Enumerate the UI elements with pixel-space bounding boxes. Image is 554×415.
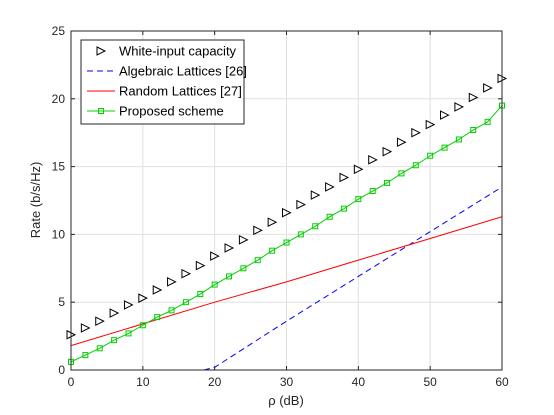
data-point-marker xyxy=(326,213,333,220)
x-tick-label: 20 xyxy=(208,375,222,389)
data-point-marker xyxy=(325,182,335,192)
data-point-marker xyxy=(455,136,462,143)
x-tick-label: 50 xyxy=(423,375,437,389)
series-3 xyxy=(70,216,503,347)
data-point-marker xyxy=(80,323,91,333)
data-point-marker xyxy=(468,92,479,103)
data-point-marker xyxy=(168,307,175,314)
legend-label: Proposed scheme xyxy=(119,104,224,119)
data-point-marker xyxy=(139,322,146,329)
data-point-marker xyxy=(339,172,350,183)
legend-marker xyxy=(98,108,104,114)
y-tick-label: 25 xyxy=(52,24,66,38)
data-point-marker xyxy=(111,337,118,344)
legend-label: Algebraic Lattices [26] xyxy=(119,64,247,79)
data-point-marker xyxy=(269,247,276,254)
data-point-marker xyxy=(211,281,218,288)
data-point-marker xyxy=(267,217,278,228)
x-tick-label: 40 xyxy=(352,375,366,389)
x-axis-label: ρ (dB) xyxy=(268,393,304,408)
data-point-marker xyxy=(195,260,206,271)
series-4 xyxy=(68,102,505,365)
ticks: 0 10 20 30 40 50 60 0 5 10 15 20 25 xyxy=(52,24,509,389)
data-point-marker xyxy=(240,265,247,272)
y-tick-label: 20 xyxy=(52,92,66,106)
data-point-marker xyxy=(483,83,493,93)
data-point-marker xyxy=(312,223,319,230)
data-point-marker xyxy=(368,155,378,165)
data-point-marker xyxy=(427,152,434,159)
data-point-marker xyxy=(96,345,103,352)
y-tick-label: 15 xyxy=(52,160,66,174)
data-point-marker xyxy=(123,300,134,310)
data-point-marker xyxy=(340,205,347,212)
data-point-marker xyxy=(384,179,391,186)
legend: White-input capacity Algebraic Lattices [… xyxy=(80,39,247,125)
data-point-marker xyxy=(253,225,263,236)
data-point-marker xyxy=(283,239,290,246)
data-point-marker xyxy=(440,110,450,120)
data-point-marker xyxy=(369,188,376,195)
data-point-marker xyxy=(254,257,261,264)
data-point-marker xyxy=(210,251,220,261)
legend-item: Random Lattices [27] xyxy=(87,84,242,99)
data-point-marker xyxy=(470,126,477,133)
data-point-marker xyxy=(355,196,362,203)
y-axis-label: Rate (b/s/Hz) xyxy=(28,162,43,239)
data-point-marker xyxy=(224,243,235,253)
data-point-marker xyxy=(484,118,491,125)
data-point-marker xyxy=(138,293,148,303)
data-point-marker xyxy=(181,268,192,279)
data-point-marker xyxy=(152,285,163,295)
series-layer xyxy=(66,73,508,371)
data-point-marker xyxy=(182,299,189,306)
data-point-marker xyxy=(382,146,393,157)
data-point-marker xyxy=(425,119,436,130)
data-point-marker xyxy=(226,273,233,280)
x-tick-label: 30 xyxy=(280,375,294,389)
legend-item: White-input capacity xyxy=(96,44,237,59)
data-point-marker xyxy=(154,314,161,321)
data-point-marker xyxy=(296,199,306,210)
data-point-marker xyxy=(95,316,105,326)
data-point-marker xyxy=(353,164,364,175)
data-point-marker xyxy=(412,162,419,169)
legend-marker xyxy=(96,46,107,56)
x-tick-label: 60 xyxy=(495,375,509,389)
series-line xyxy=(70,216,503,347)
data-point-marker xyxy=(297,231,304,238)
data-point-marker xyxy=(310,190,321,200)
data-point-marker xyxy=(167,277,177,287)
legend-item: Proposed scheme xyxy=(87,104,224,119)
data-point-marker xyxy=(441,144,448,151)
series-line xyxy=(70,105,503,363)
data-point-marker xyxy=(197,291,204,298)
x-tick-label: 0 xyxy=(68,375,75,389)
y-tick-label: 5 xyxy=(58,295,65,309)
y-tick-label: 0 xyxy=(58,363,65,377)
data-point-marker xyxy=(396,137,407,148)
legend-box xyxy=(80,39,245,125)
legend-label: Random Lattices [27] xyxy=(119,84,242,99)
data-point-marker xyxy=(125,330,132,337)
series-1 xyxy=(66,73,508,340)
data-point-marker xyxy=(411,127,421,138)
data-point-marker xyxy=(398,170,405,177)
legend-item: Algebraic Lattices [26] xyxy=(87,64,247,79)
data-point-marker xyxy=(238,235,249,245)
data-point-marker xyxy=(454,102,465,112)
data-point-marker xyxy=(282,207,292,218)
x-tick-label: 10 xyxy=(136,375,150,389)
y-tick-label: 10 xyxy=(52,227,66,241)
legend-label: White-input capacity xyxy=(119,44,237,59)
data-point-marker xyxy=(109,308,120,318)
data-point-marker xyxy=(82,352,89,359)
